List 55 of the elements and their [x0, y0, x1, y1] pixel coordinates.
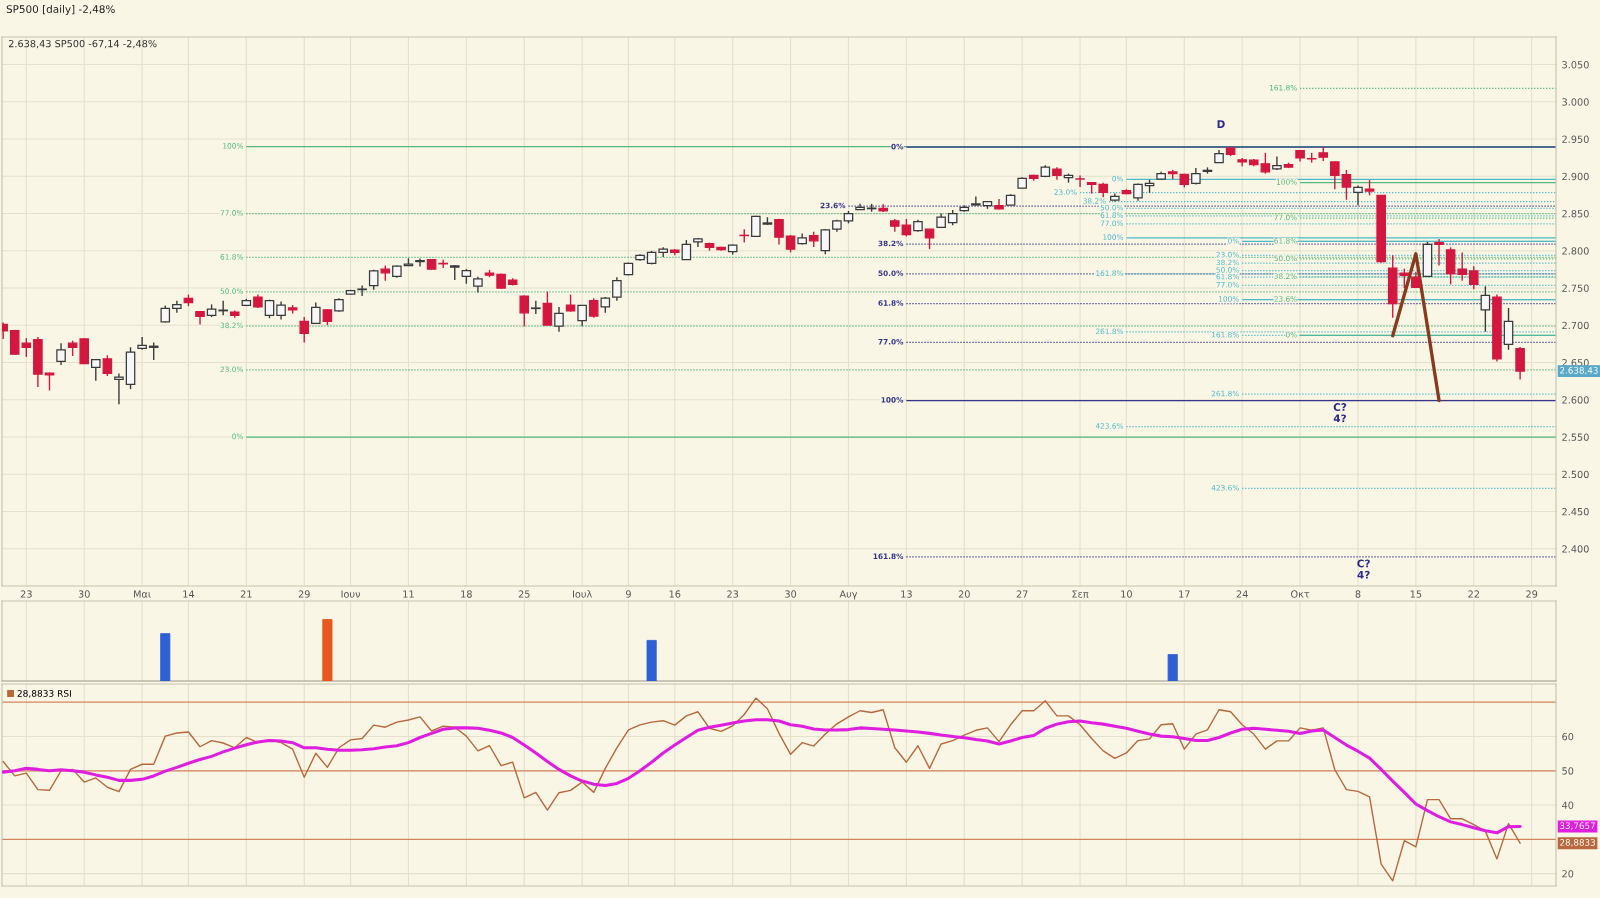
x-tick-label: 22 — [1468, 590, 1479, 598]
x-tick-label: 13 — [901, 590, 912, 598]
x-tick-label: 11 — [403, 590, 414, 598]
x-tick-label: 16 — [669, 590, 681, 598]
x-tick-label: 17 — [1179, 590, 1190, 598]
y-tick-label: 2.850 — [1562, 210, 1589, 218]
x-tick-label: Οκτ — [1291, 590, 1310, 598]
y-tick-label: 20 — [1562, 870, 1574, 878]
x-tick-label: 27 — [1016, 590, 1028, 598]
text: 28,8833 — [1560, 839, 1595, 847]
x-tick-label: 20 — [958, 590, 970, 598]
x-tick-label: 29 — [298, 590, 310, 598]
y-tick-label: 2.700 — [1562, 321, 1589, 330]
x-tick-label: 23 — [727, 590, 739, 598]
x-tick-label: 24 — [1236, 590, 1248, 598]
y-tick-label: 50 — [1562, 767, 1574, 775]
x-tick-label: 8 — [1355, 590, 1361, 598]
text: 2.638,43 — [1560, 367, 1598, 375]
chart-subtitle: 2.638,43 SP500 -67,14 -2,48% — [8, 39, 157, 49]
y-tick-label: 2.450 — [1562, 507, 1589, 516]
x-tick-label: 10 — [1121, 590, 1132, 598]
y-tick-label: 2.550 — [1562, 433, 1589, 441]
x-tick-label: 15 — [1410, 590, 1422, 598]
x-tick-label: 25 — [518, 590, 530, 598]
x-tick-label: Αυγ — [839, 590, 858, 600]
x-tick-label: 9 — [625, 590, 631, 598]
y-tick-label: 2.950 — [1562, 135, 1589, 143]
y-tick-label: 2.400 — [1562, 545, 1589, 553]
annotation: C? 4? — [1357, 559, 1370, 579]
text: 33,7657 — [1560, 822, 1595, 830]
y-tick-label: 2.750 — [1562, 284, 1589, 292]
x-tick-label: 18 — [461, 590, 472, 598]
x-tick-label: 30 — [785, 590, 797, 598]
x-tick-label: 14 — [183, 590, 195, 598]
y-tick-label: 60 — [1562, 732, 1574, 741]
x-tick-label: 21 — [240, 590, 252, 598]
y-tick-label: 2.800 — [1562, 247, 1589, 255]
x-tick-label: 23 — [20, 590, 32, 598]
chart-title: SP500 [daily] -2,48% — [6, 4, 115, 16]
y-tick-label: 3.000 — [1562, 98, 1589, 106]
x-tick-label: 30 — [78, 590, 90, 598]
legend-label: 28,8833 RSI — [17, 690, 71, 698]
x-tick-label: Ιουν — [341, 590, 361, 598]
x-tick-label: 29 — [1526, 590, 1538, 598]
y-tick-label: 2.500 — [1562, 470, 1589, 479]
y-tick-label: 2.900 — [1562, 172, 1589, 181]
x-tick-label: Ιουλ — [573, 590, 592, 598]
y-tick-label: 2.600 — [1562, 396, 1589, 404]
x-tick-label: Μαι — [134, 590, 151, 598]
annotation: D — [1217, 120, 1225, 128]
y-tick-label: 3.050 — [1562, 61, 1589, 69]
y-tick-label: 40 — [1562, 801, 1574, 809]
annotation: C? 4? — [1333, 403, 1347, 423]
x-tick-label: Σεπ — [1072, 590, 1089, 598]
y-tick-label: 2.650 — [1562, 359, 1589, 367]
